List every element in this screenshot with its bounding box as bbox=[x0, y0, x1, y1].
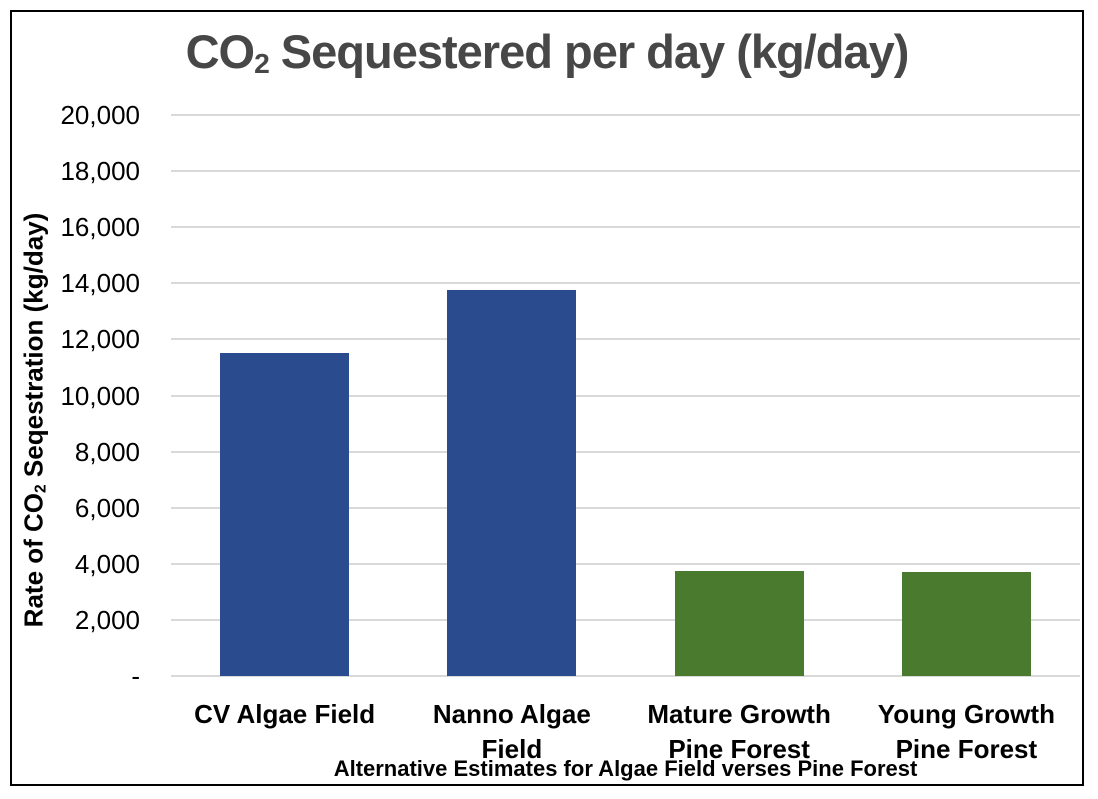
gridline bbox=[171, 170, 1080, 173]
y-tick-label: 20,000 bbox=[60, 100, 140, 130]
bar bbox=[674, 570, 804, 676]
y-tick-label: 8,000 bbox=[74, 436, 140, 467]
gridline bbox=[171, 675, 1080, 677]
chart-title-subscript: 2 bbox=[254, 47, 270, 80]
gridline bbox=[171, 114, 1080, 116]
gridline bbox=[171, 394, 1080, 397]
y-tick-label: 4,000 bbox=[74, 548, 140, 579]
y-tick-label: 2,000 bbox=[74, 604, 140, 635]
bar bbox=[447, 290, 577, 676]
gridline bbox=[171, 506, 1080, 509]
x-axis-title: Alternative Estimates for Algae Field ve… bbox=[333, 756, 918, 781]
gridline bbox=[171, 282, 1080, 285]
y-tick-label: - bbox=[131, 661, 140, 691]
gridline bbox=[171, 562, 1080, 565]
y-tick-label: 10,000 bbox=[60, 380, 140, 411]
chart-title-text-rest: Sequestered per day (kg/day) bbox=[268, 25, 910, 78]
bar bbox=[901, 572, 1031, 676]
bar bbox=[220, 353, 350, 676]
gridline bbox=[171, 450, 1080, 453]
y-tick-label: 18,000 bbox=[60, 156, 140, 187]
category-label: Mature Growth Pine Forest bbox=[647, 699, 831, 764]
y-tick-label: 16,000 bbox=[60, 212, 140, 243]
gridline bbox=[171, 338, 1080, 341]
chart-title-text: CO bbox=[185, 25, 255, 78]
category-label: Young Growth Pine Forest bbox=[877, 699, 1055, 764]
category-label: Nanno Algae Field bbox=[432, 699, 591, 764]
y-tick-label: 6,000 bbox=[74, 492, 140, 523]
gridline bbox=[171, 226, 1080, 229]
y-tick-label: 14,000 bbox=[60, 268, 140, 299]
chart-title: CO2 Sequestered per day (kg/day) bbox=[10, 24, 1084, 79]
y-axis-title-subscript: 2 bbox=[32, 484, 50, 493]
y-tick-label: 12,000 bbox=[60, 324, 140, 355]
gridline bbox=[171, 618, 1080, 621]
category-label: CV Algae Field bbox=[194, 699, 376, 729]
